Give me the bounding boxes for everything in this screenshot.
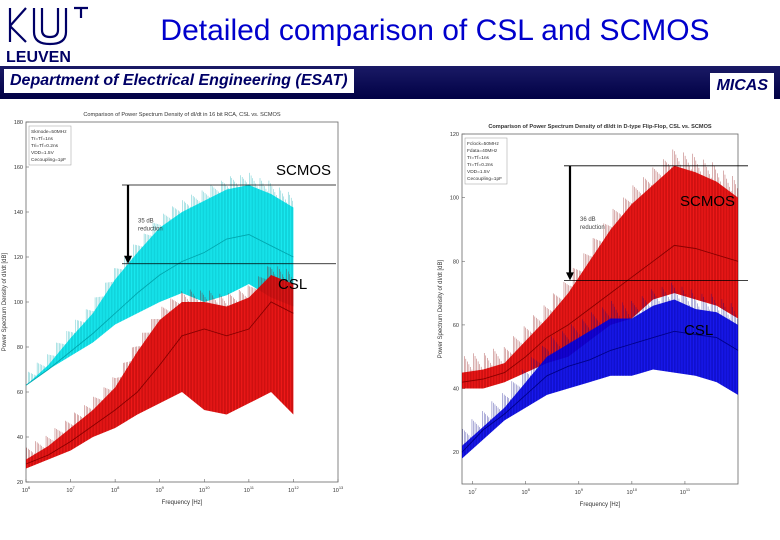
series-band-scmos (26, 185, 294, 386)
legend-entry: VDD=1.5V (31, 150, 55, 156)
legend-entry: Tri=Tf=0.2ns (31, 143, 59, 149)
x-tick-label: 107 (66, 485, 75, 494)
y-tick-label: 80 (453, 259, 459, 265)
y-tick-label: 20 (17, 480, 23, 486)
y-tick-label: 120 (450, 132, 459, 138)
x-tick-label: 108 (522, 487, 531, 496)
x-tick-label: 1010 (627, 487, 638, 496)
slide-title: Detailed comparison of CSL and SCMOS (160, 14, 710, 47)
x-tick-label: 1011 (244, 485, 255, 494)
legend-entry: Tr=Tf=0.2ns (467, 162, 494, 168)
series-band-csl (462, 299, 738, 459)
legend-entry: Tr=Tf=1ns (31, 136, 54, 142)
x-tick-label: 107 (468, 487, 477, 496)
legend-entry: Tr=Tf=1ns (467, 155, 490, 161)
y-tick-label: 160 (14, 165, 23, 171)
y-tick-label: 100 (14, 300, 23, 306)
reduction-label: 35 dB reduction (138, 218, 163, 232)
y-tick-label: 80 (17, 345, 23, 351)
legend: Fclock=50MHzFdata=40MHzTr=Tf=1nsTr=Tf=0.… (464, 137, 508, 185)
x-tick-label: 1012 (288, 485, 299, 494)
series-line-csl (25, 301, 294, 465)
legend-box (464, 137, 508, 185)
legend-entry: Cecoupling=1pF (467, 176, 502, 182)
y-tick-label: 180 (14, 120, 23, 126)
legend-entry: VDD=1.5V (467, 169, 491, 175)
reduction-label: 36 dB reduction (580, 217, 605, 231)
header-divider (0, 99, 780, 101)
x-tick-label: 1010 (199, 485, 210, 494)
chart-title: Comparison of Power Spectrum Density of … (488, 124, 712, 130)
x-tick-label: 109 (156, 485, 165, 494)
annotation-left-scmos: SCMOS (276, 162, 332, 179)
y-tick-label: 60 (453, 323, 459, 329)
x-tick-label: 106 (22, 485, 31, 494)
y-tick-label: 120 (14, 255, 23, 261)
x-tick-label: 109 (575, 487, 584, 496)
series-band-scmos (462, 165, 738, 389)
y-tick-label: 40 (453, 387, 459, 393)
series-line-scmos (461, 244, 739, 383)
legend-box (28, 125, 72, 166)
chart-rca: Comparison of Power Spectrum Density of … (2, 112, 344, 506)
legend-entry: Cecoupling=1pF (31, 157, 66, 163)
series-line-csl (461, 330, 739, 453)
legend-entry: Fdata=40MHz (467, 148, 498, 154)
x-tick-label: 1011 (680, 487, 691, 496)
x-tick-label: 108 (111, 485, 120, 494)
series-band-csl (26, 275, 294, 469)
y-axis-label: Power Spectrum Density of dI/dt [dB] (2, 252, 8, 351)
y-axis-label: Power Spectrum Density of dI/dt [dB] (438, 259, 444, 358)
ku-leuven-logo: LEUVEN (6, 6, 88, 66)
annotation-right-csl: CSL (684, 322, 714, 339)
reduction-arrow-head (124, 255, 132, 264)
annotation-right-scmos: SCMOS (680, 193, 736, 210)
y-tick-label: 140 (14, 210, 23, 216)
y-tick-label: 40 (17, 435, 23, 441)
legend: Skmode=50MHzTr=Tf=1nsTri=Tf=0.2nsVDD=1.5… (28, 125, 72, 166)
chart-dff: Comparison of Power Spectrum Density of … (438, 124, 748, 508)
department-label: Department of Electrical Engineering (ES… (4, 69, 354, 93)
logo-text: LEUVEN (6, 49, 71, 66)
legend-entry: Skmode=50MHz (31, 129, 67, 135)
chart-title: Comparison of Power Spectrum Density of … (83, 112, 280, 118)
series-line-scmos (25, 234, 294, 386)
group-label: MICAS (710, 73, 774, 99)
annotation-left-csl: CSL (278, 276, 308, 293)
x-axis-label: Frequency [Hz] (580, 502, 621, 508)
y-tick-label: 20 (453, 450, 459, 456)
reduction-arrow-head (566, 272, 574, 281)
legend-entry: Fclock=50MHz (467, 141, 499, 147)
logo-mark (8, 6, 88, 46)
y-tick-label: 60 (17, 390, 23, 396)
y-tick-label: 100 (450, 196, 459, 202)
x-axis-label: Frequency [Hz] (162, 500, 203, 506)
x-tick-label: 1013 (333, 485, 344, 494)
